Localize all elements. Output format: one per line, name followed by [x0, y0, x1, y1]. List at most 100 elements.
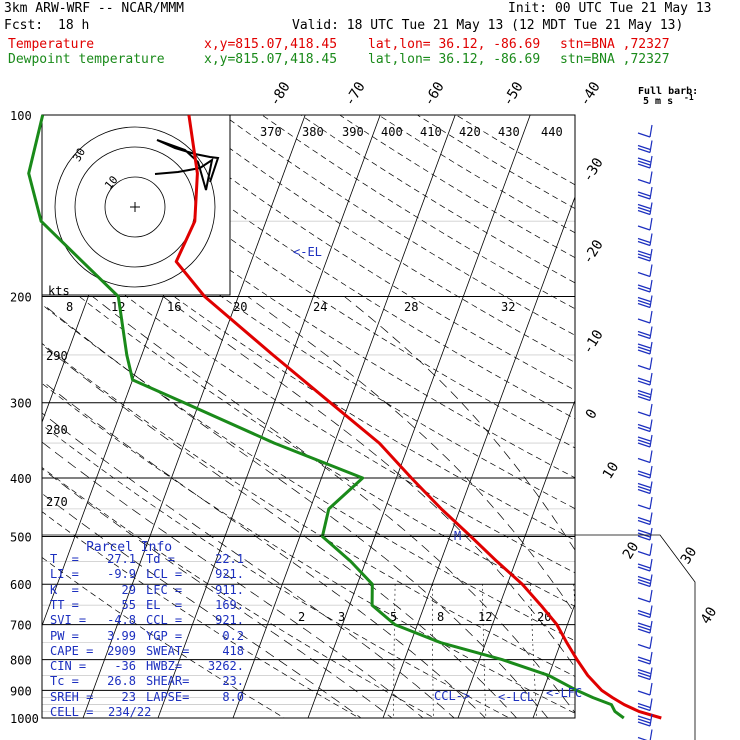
parcel-info-cell: 23. — [222, 674, 244, 689]
wind-barb-flag — [637, 718, 651, 724]
moist-adiabat-line — [247, 296, 575, 615]
parcel-info-cell: -4.8 — [107, 613, 136, 628]
wind-barb — [649, 388, 653, 401]
wind-barb-flag — [637, 702, 651, 709]
level-marker-m: M — [454, 529, 461, 543]
parcel-info-cell: 22.1 — [215, 552, 244, 566]
pressure-label: 900 — [10, 684, 32, 698]
wind-barb — [649, 729, 653, 740]
parcel-info-cell: Td = — [146, 552, 175, 566]
theta-label: 420 — [459, 125, 481, 139]
moist-adiabat-line — [344, 296, 575, 551]
wind-barb-flag — [637, 206, 651, 213]
wind-barb-flag — [637, 504, 651, 510]
moist-adiabat-line — [42, 344, 518, 718]
wind-barb-flag — [637, 302, 651, 309]
wind-barb-flag — [637, 346, 651, 352]
parcel-info-cell: CIN = — [50, 659, 87, 674]
wind-barb-flag — [637, 721, 651, 727]
wind-barb — [649, 264, 653, 277]
diagram-lines — [42, 115, 575, 718]
wind-barb — [649, 248, 653, 262]
wind-barb-flag — [637, 194, 651, 200]
init-time: Init: 00 UTC Tue 21 May 13 — [508, 1, 712, 16]
isotherm-label: -50 — [500, 79, 527, 109]
dry-adiabat-line — [42, 382, 575, 714]
parcel-info-cell: LCL = — [146, 567, 183, 582]
wind-barb-flag — [637, 287, 651, 293]
theta-label: 390 — [342, 125, 364, 139]
wind-barb-flag — [637, 423, 651, 430]
wind-barb — [649, 667, 653, 680]
pressure-label: 700 — [10, 619, 32, 633]
parcel-info-cell: Tc = — [50, 674, 79, 689]
isotherm-label: -30 — [580, 155, 607, 185]
moist-adiabat-line — [42, 380, 486, 718]
parcel-info-cell: 8.0 — [222, 689, 244, 704]
isotherm-line — [457, 399, 575, 718]
pressure-label: 100 — [10, 109, 32, 123]
moist-adiabat-line — [42, 302, 549, 718]
mixing-ratio-label: 2 — [298, 610, 305, 624]
wind-barb — [649, 295, 653, 308]
parcel-info-cell: SREH = — [50, 689, 94, 704]
barb-legend-value: 5 m s — [643, 96, 673, 107]
mixing-ratio-line — [432, 584, 434, 718]
wind-barb-flag — [637, 349, 651, 355]
moist-adiabat-line — [42, 468, 393, 718]
parcel-info-cell: LI = — [50, 567, 79, 582]
parcel-info-cell: EL = — [146, 597, 183, 612]
plot-frame — [41, 114, 576, 719]
parcel-info-cell: TT = — [50, 597, 79, 612]
theta-label: 440 — [541, 125, 563, 139]
wind-barb — [649, 140, 653, 153]
parcel-info-cell: 3262. — [207, 659, 244, 674]
dry-adiabat-line — [455, 115, 575, 186]
wind-barb — [649, 419, 653, 432]
wind-barb-flag — [637, 157, 651, 163]
wind-barb-flag — [637, 609, 651, 616]
parcel-info-cell: 23 — [121, 689, 136, 704]
wind-barb — [649, 682, 653, 696]
wind-barb-flag — [637, 457, 651, 464]
wind-barb-flag — [637, 411, 651, 417]
mixing-ratio-line — [393, 584, 396, 718]
isotherm-line — [532, 602, 575, 718]
lower-frame-line — [42, 534, 696, 740]
wind-barb-flag — [637, 516, 651, 523]
temperature-legend-label: Temperature — [8, 37, 95, 52]
wind-barb-flag — [637, 250, 651, 256]
wind-barb-flag — [637, 380, 651, 386]
wind-barb-flag — [637, 473, 651, 479]
wind-barb-flag — [637, 225, 651, 231]
wind-barb-flag — [637, 364, 651, 371]
wind-barb — [649, 713, 653, 727]
wind-barb-flag — [637, 299, 651, 306]
dry-adiabat-line — [42, 467, 436, 718]
wind-barb-flag — [637, 160, 651, 166]
hodograph-ring-label: 30 — [70, 146, 88, 164]
wind-barb-flag — [637, 597, 651, 603]
wind-barb-flag — [637, 535, 651, 541]
temperature-coords: x,y=815.07,418.45 — [204, 37, 338, 52]
moist-adiabat-line — [162, 296, 575, 668]
wind-barb — [649, 589, 653, 603]
wind-barb — [649, 527, 653, 541]
temperature-trace — [174, 114, 662, 720]
wind-barb — [649, 403, 653, 417]
pressure-label: 500 — [10, 530, 32, 544]
barb-legend-exponent: -1 — [684, 93, 694, 102]
speed-units: kts — [48, 284, 70, 298]
moist-adiabat-line — [92, 296, 575, 714]
isotherm-label: 40 — [698, 604, 721, 627]
wind-barb-flag — [637, 442, 651, 448]
wind-barb-flag — [637, 519, 651, 526]
pressure-label: 800 — [10, 654, 32, 668]
wind-barb — [649, 233, 653, 246]
dewpoint-coords: x,y=815.07,418.45 — [204, 52, 338, 67]
parcel-info-cell: 169. — [215, 597, 244, 612]
level-marker-ccl: CCL-> — [434, 689, 470, 703]
speed-label: 8 — [66, 300, 73, 314]
wind-barb-flag — [637, 191, 651, 197]
